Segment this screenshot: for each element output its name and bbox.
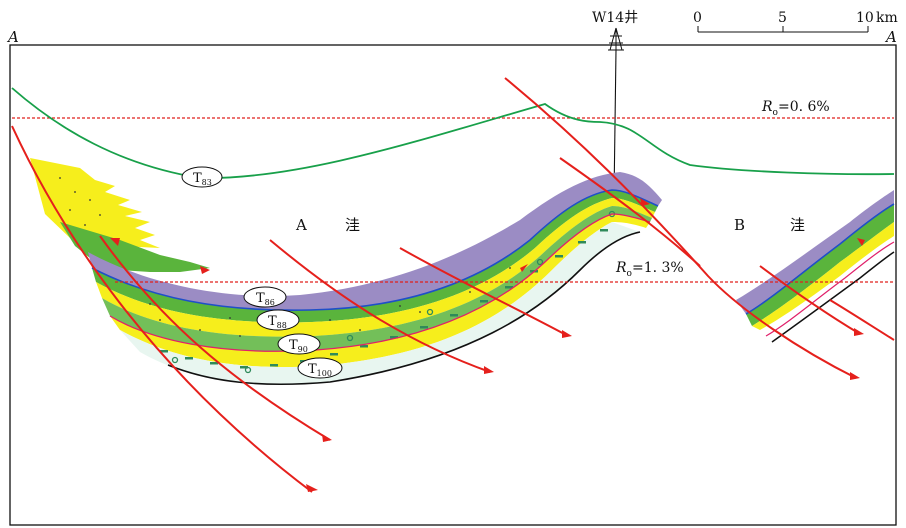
depression-b-char: 洼 — [790, 216, 805, 234]
fault-6 — [559, 157, 701, 267]
scale-tick-0: 0 — [693, 10, 702, 26]
horizon-label-t90: T90 — [277, 333, 321, 355]
svg-text:T88: T88 — [268, 314, 287, 330]
fault-slip-arrows — [110, 198, 865, 492]
fault-1 — [11, 125, 313, 493]
horizon-t86-line — [91, 189, 659, 311]
horizon-t83-line — [11, 87, 895, 179]
section-frame — [9, 44, 897, 526]
scale-tick-10: 10 — [856, 10, 874, 26]
horizon-label-t83: T83 — [181, 166, 223, 188]
horizon-label-t100: T100 — [297, 357, 343, 379]
horizon-t100-line — [167, 231, 641, 386]
fault-2 — [99, 235, 331, 441]
svg-text:T86: T86 — [256, 291, 275, 307]
horizon-t86-line-b — [745, 203, 895, 315]
scale-bar: 0 5 10 km — [693, 10, 898, 33]
fault-7 — [759, 265, 861, 335]
fault-lines — [11, 77, 895, 493]
scale-tick-5: 5 — [778, 10, 787, 26]
horizon-label-t88: T88 — [256, 309, 300, 331]
depression-b-letter: B — [734, 216, 745, 234]
horizon-t100-line-b — [771, 251, 895, 343]
yellow-layer-a-lower — [110, 214, 650, 368]
purple-layer-b — [736, 190, 894, 314]
well-name-label: W14井 — [592, 10, 638, 26]
well-derrick-icon — [608, 27, 624, 51]
horizon-t90-line-b — [765, 241, 895, 337]
horizon-t90-line — [109, 213, 651, 352]
fault-5-main — [504, 77, 857, 379]
svg-text:T100: T100 — [308, 362, 332, 378]
well-w14: W14井 — [592, 10, 638, 199]
section-end-right-label: A — [884, 28, 897, 46]
svg-text:T83: T83 — [193, 171, 212, 187]
svg-text:T90: T90 — [289, 338, 308, 354]
ro-label-lower: Ro=1. 3% — [615, 260, 684, 279]
depression-a-char: 洼 — [345, 216, 360, 234]
green-layer-b — [746, 204, 894, 326]
fault-8 — [829, 299, 895, 341]
marl-zone-a — [120, 222, 640, 385]
ro-label-upper: Ro=0. 6% — [761, 99, 830, 118]
yellow-layer-b — [752, 222, 894, 330]
scale-unit: km — [876, 10, 898, 26]
fault-4 — [399, 247, 569, 337]
section-end-left-label: A — [6, 28, 19, 46]
depression-a-letter: A — [295, 216, 307, 234]
fault-3 — [269, 239, 491, 373]
horizon-label-t86: T86 — [243, 286, 287, 308]
